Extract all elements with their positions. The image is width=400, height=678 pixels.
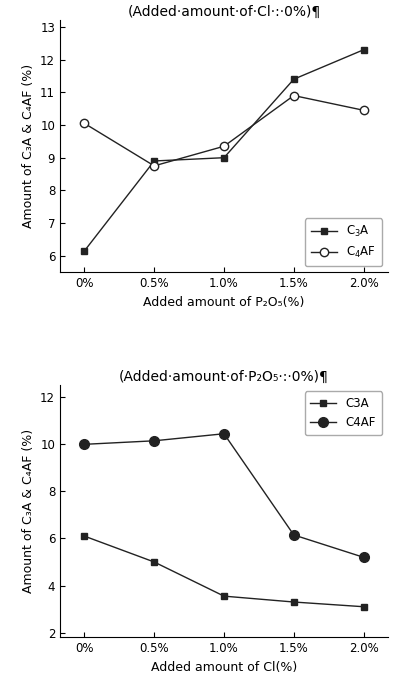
C3A xyxy=(361,603,366,611)
$C_3A$ xyxy=(82,247,87,255)
C4AF xyxy=(291,531,296,539)
Legend: $\mathregular{C_3A}$, $\mathregular{C_4AF}$: $\mathregular{C_3A}$, $\mathregular{C_4A… xyxy=(305,218,382,266)
$C_4AF$ xyxy=(361,106,366,115)
Title: (Added·amount·of·P₂O₅·:·0%)¶: (Added·amount·of·P₂O₅·:·0%)¶ xyxy=(119,370,329,384)
C4AF xyxy=(361,553,366,561)
$C_4AF$ xyxy=(291,92,296,100)
$C_4AF$ xyxy=(222,142,226,151)
$C_3A$ xyxy=(152,157,157,165)
X-axis label: Added amount of Cl(%): Added amount of Cl(%) xyxy=(151,661,297,674)
$C_4AF$ xyxy=(152,162,157,170)
Line: C4AF: C4AF xyxy=(80,429,368,562)
Y-axis label: Amount of C₃A & C₄AF (%): Amount of C₃A & C₄AF (%) xyxy=(22,64,34,228)
$C_3A$ xyxy=(291,75,296,83)
$C_3A$ xyxy=(361,45,366,54)
C3A xyxy=(152,558,157,566)
C3A xyxy=(82,532,87,540)
Legend: C3A, C4AF: C3A, C4AF xyxy=(304,391,382,435)
Line: $C_3A$: $C_3A$ xyxy=(81,46,367,254)
$C_4AF$ xyxy=(82,119,87,127)
C3A xyxy=(291,598,296,606)
C3A xyxy=(222,592,226,600)
Line: C3A: C3A xyxy=(81,533,367,610)
Y-axis label: Amount of C₃A & C₄AF (%): Amount of C₃A & C₄AF (%) xyxy=(22,429,34,593)
C4AF xyxy=(152,437,157,445)
C4AF xyxy=(222,430,226,438)
C4AF xyxy=(82,440,87,448)
Line: $C_4AF$: $C_4AF$ xyxy=(80,92,368,170)
$C_3A$ xyxy=(222,154,226,162)
X-axis label: Added amount of P₂O₅(%): Added amount of P₂O₅(%) xyxy=(143,296,305,308)
Title: (Added·amount·of·Cl·:·0%)¶: (Added·amount·of·Cl·:·0%)¶ xyxy=(127,5,321,19)
